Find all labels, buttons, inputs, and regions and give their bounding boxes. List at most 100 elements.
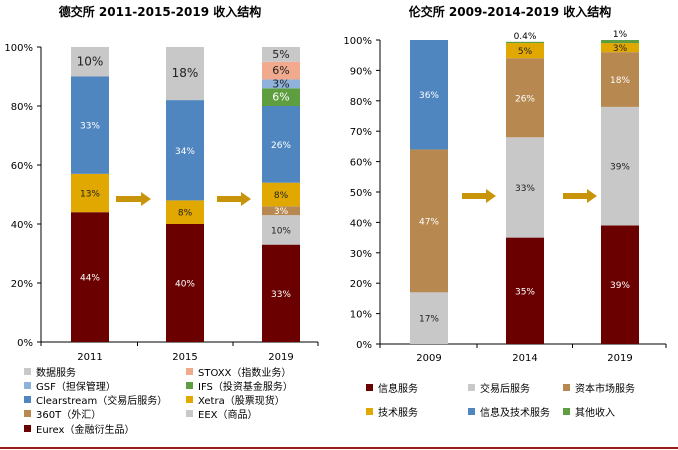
lse-legend-swatch: [563, 384, 570, 391]
dk-data-label: 6%: [272, 91, 289, 104]
dk-transition-arrow: [116, 192, 151, 206]
dk-data-label: 18%: [172, 66, 199, 80]
lse-bar-segment: [506, 137, 544, 238]
bottom-divider: [0, 447, 678, 449]
dk-legend-label: 数据服务: [36, 368, 76, 379]
lse-bar-segment: [506, 41, 544, 44]
lse-legend-item: 其他收入: [563, 404, 615, 419]
dk-data-label: 10%: [271, 226, 291, 236]
lse-x-category-label: 2009: [416, 353, 441, 364]
lse-data-label: 33%: [515, 184, 535, 194]
lse-legend-item: 资本市场服务: [563, 380, 635, 395]
lse-y-tick-label: 10%: [350, 310, 372, 321]
dk-data-label: 8%: [178, 209, 193, 219]
dk-data-label: 40%: [175, 280, 195, 290]
lse-data-label: 39%: [610, 281, 630, 291]
lse-data-label: 26%: [515, 94, 535, 104]
lse-bar-segment: [506, 58, 544, 138]
lse-legend-swatch: [563, 408, 570, 415]
dk-legend-item: Eurex（金融衍生品）: [24, 421, 134, 436]
dk-bar-segment: [166, 224, 204, 342]
lse-data-label: 1%: [613, 30, 628, 40]
lse-transition-arrow: [462, 189, 496, 203]
lse-data-label: 0.4%: [514, 32, 537, 42]
lse-legend-item: 技术服务: [366, 404, 418, 419]
dk-bar-segment: [262, 79, 300, 89]
dk-bar-segment: [262, 215, 300, 245]
dk-bar-segment: [166, 100, 204, 201]
dk-bar-segment: [71, 76, 109, 174]
dk-legend-item: Clearstream（交易后服务）: [24, 392, 167, 407]
lse-legend-label: 资本市场服务: [575, 384, 635, 395]
lse-legend-label: 交易后服务: [480, 384, 530, 395]
dk-data-label: 5%: [272, 48, 289, 61]
dk-data-label: 3%: [272, 77, 289, 90]
lse-bar-segment: [410, 149, 448, 293]
dk-legend-item: IFS（投资基金服务）: [186, 378, 293, 393]
dk-legend-swatch: [24, 368, 31, 375]
lse-legend-swatch: [366, 384, 373, 391]
lse-legend-item: 交易后服务: [468, 380, 530, 395]
lse-y-tick-label: 60%: [350, 158, 372, 169]
lse-legend-item: 信息服务: [366, 380, 418, 395]
lse-y-tick-label: 80%: [350, 97, 372, 108]
dk-legend-item: 360T（外汇）: [24, 406, 101, 421]
dk-legend-label: EEX（商品）: [198, 410, 258, 421]
dk-legend-label: GSF（担保管理）: [36, 382, 116, 393]
dk-legend-swatch: [186, 396, 193, 403]
lse-legend-swatch: [468, 408, 475, 415]
dk-y-tick-label: 100%: [4, 43, 33, 54]
lse-data-label: 3%: [613, 44, 628, 54]
dk-bar-segment: [71, 212, 109, 342]
dk-data-label: 33%: [271, 290, 291, 300]
lse-data-label: 17%: [419, 315, 439, 325]
lse-y-tick-label: 90%: [350, 66, 372, 77]
dk-legend-label: Clearstream（交易后服务）: [36, 396, 168, 407]
dk-legend-swatch: [24, 396, 31, 403]
lse-legend-label: 技术服务: [378, 408, 418, 419]
dk-legend-swatch: [186, 410, 193, 417]
lse-data-label: 5%: [518, 47, 533, 57]
lse-legend-item: 信息及技术服务: [468, 404, 550, 419]
dk-data-label: 13%: [80, 190, 100, 200]
dk-legend-swatch: [24, 382, 31, 389]
dk-bar-segment: [166, 200, 204, 224]
lse-bar-segment: [601, 106, 639, 226]
lse-legend-swatch: [366, 408, 373, 415]
dk-bar-segment: [262, 88, 300, 106]
dk-legend-item: EEX（商品）: [186, 406, 258, 421]
lse-bar-segment: [601, 52, 639, 107]
lse-y-tick-label: 50%: [350, 188, 372, 199]
dk-data-label: 33%: [80, 122, 100, 132]
lse-data-label: 39%: [610, 163, 630, 173]
dk-bar-segment: [262, 47, 300, 62]
dk-legend-swatch: [186, 368, 193, 375]
dk-y-tick-label: 20%: [11, 279, 33, 290]
dk-legend-label: 360T（外汇）: [36, 410, 102, 421]
lse-data-label: 35%: [515, 287, 535, 297]
dk-y-tick-label: 80%: [11, 102, 33, 113]
lse-data-label: 47%: [419, 217, 439, 227]
lse-legend-swatch: [468, 384, 475, 391]
dk-bar-segment: [262, 106, 300, 183]
lse-y-tick-label: 40%: [350, 218, 372, 229]
dk-legend-swatch: [186, 382, 193, 389]
lse-y-tick-label: 0%: [356, 340, 372, 351]
lse-legend-label: 信息服务: [378, 384, 418, 395]
dk-legend-item: 数据服务: [24, 364, 76, 379]
dk-data-label: 6%: [272, 64, 289, 77]
dk-legend-label: STOXX（指数业务）: [198, 368, 292, 379]
lse-y-tick-label: 70%: [350, 127, 372, 138]
lse-transition-arrow: [563, 189, 597, 203]
dk-data-label: 26%: [271, 141, 291, 151]
dk-bar-segment: [71, 47, 109, 77]
dk-data-label: 44%: [80, 274, 100, 284]
dk-x-category-label: 2019: [268, 352, 293, 363]
dk-legend-item: GSF（担保管理）: [24, 378, 116, 393]
lse-chart-title: 伦交所 2009-2014-2019 收入结构: [409, 4, 612, 19]
lse-data-label: 36%: [419, 91, 439, 101]
lse-bar-segment: [506, 43, 544, 59]
dk-legend-label: Eurex（金融衍生品）: [36, 425, 135, 436]
lse-legend-label: 其他收入: [575, 408, 615, 419]
